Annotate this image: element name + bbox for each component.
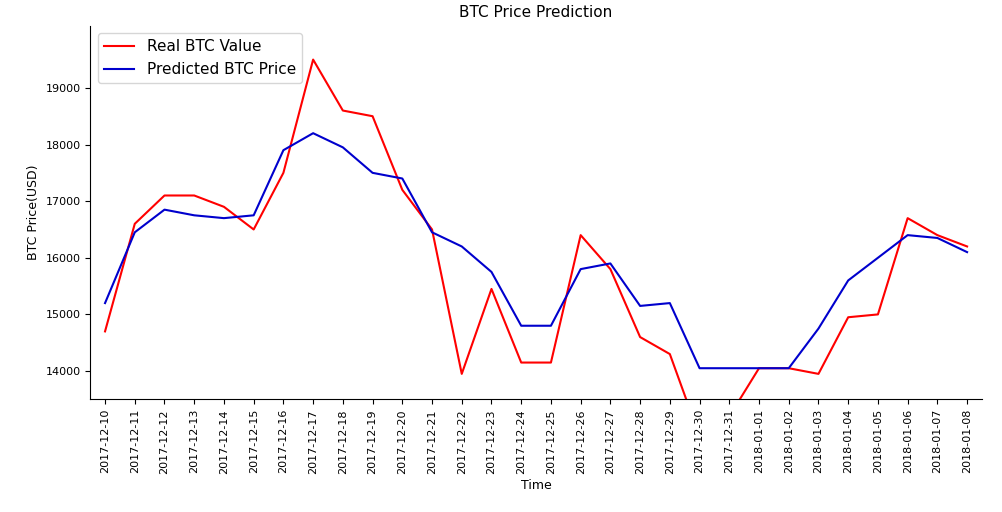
Real BTC Value — [754, 365, 766, 371]
Real BTC Value — [515, 359, 527, 366]
Predicted BTC Price — [515, 323, 527, 329]
Real BTC Value — [664, 351, 676, 357]
Predicted BTC Price — [872, 254, 884, 261]
Predicted BTC Price — [754, 365, 766, 371]
Real BTC Value — [128, 221, 140, 227]
Predicted BTC Price — [961, 249, 973, 255]
Real BTC Value — [278, 170, 290, 176]
Real BTC Value — [158, 193, 170, 199]
Predicted BTC Price — [902, 232, 914, 238]
Predicted BTC Price — [188, 212, 200, 219]
Predicted BTC Price — [574, 266, 586, 272]
Line: Predicted BTC Price: Predicted BTC Price — [105, 133, 967, 368]
Predicted BTC Price — [99, 300, 111, 306]
Real BTC Value — [99, 328, 111, 334]
Title: BTC Price Prediction: BTC Price Prediction — [460, 5, 612, 20]
Real BTC Value — [723, 413, 735, 419]
Real BTC Value — [397, 187, 409, 193]
Predicted BTC Price — [307, 130, 319, 136]
Predicted BTC Price — [247, 212, 260, 219]
Predicted BTC Price — [456, 243, 468, 249]
Real BTC Value — [217, 204, 229, 210]
Real BTC Value — [813, 371, 825, 377]
Predicted BTC Price — [158, 206, 170, 212]
Predicted BTC Price — [545, 323, 557, 329]
Real BTC Value — [783, 365, 795, 371]
Legend: Real BTC Value, Predicted BTC Price: Real BTC Value, Predicted BTC Price — [98, 33, 302, 83]
Real BTC Value — [842, 314, 854, 321]
Predicted BTC Price — [842, 278, 854, 284]
Predicted BTC Price — [485, 269, 497, 275]
Real BTC Value — [574, 232, 586, 238]
Predicted BTC Price — [604, 261, 616, 267]
Real BTC Value — [604, 266, 616, 272]
Predicted BTC Price — [664, 300, 676, 306]
Real BTC Value — [634, 334, 646, 340]
X-axis label: Time: Time — [521, 479, 551, 492]
Real BTC Value — [932, 232, 944, 238]
Predicted BTC Price — [634, 303, 646, 309]
Real BTC Value — [872, 311, 884, 317]
Real BTC Value — [456, 371, 468, 377]
Real BTC Value — [337, 108, 349, 114]
Predicted BTC Price — [217, 215, 229, 221]
Predicted BTC Price — [723, 365, 735, 371]
Predicted BTC Price — [932, 235, 944, 241]
Predicted BTC Price — [128, 229, 140, 236]
Predicted BTC Price — [813, 326, 825, 332]
Predicted BTC Price — [426, 229, 438, 236]
Predicted BTC Price — [367, 170, 379, 176]
Y-axis label: BTC Price(USD): BTC Price(USD) — [27, 165, 40, 260]
Real BTC Value — [902, 215, 914, 221]
Real BTC Value — [367, 113, 379, 119]
Predicted BTC Price — [693, 365, 705, 371]
Real BTC Value — [188, 193, 200, 199]
Real BTC Value — [693, 433, 705, 439]
Predicted BTC Price — [397, 176, 409, 182]
Real BTC Value — [307, 56, 319, 62]
Real BTC Value — [426, 226, 438, 232]
Real BTC Value — [545, 359, 557, 366]
Real BTC Value — [247, 226, 260, 232]
Predicted BTC Price — [337, 144, 349, 151]
Real BTC Value — [485, 286, 497, 292]
Real BTC Value — [961, 243, 973, 249]
Predicted BTC Price — [278, 147, 290, 153]
Predicted BTC Price — [783, 365, 795, 371]
Line: Real BTC Value: Real BTC Value — [105, 59, 967, 436]
